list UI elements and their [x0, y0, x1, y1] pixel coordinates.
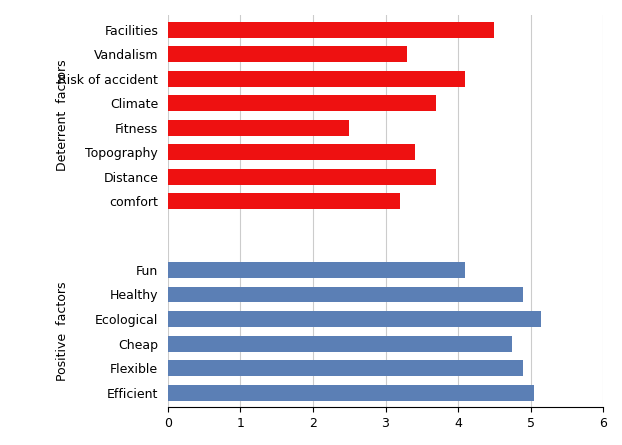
Bar: [168, 311, 541, 327]
Bar: [168, 46, 407, 62]
Bar: [168, 169, 436, 185]
Bar: [168, 22, 494, 38]
Bar: [168, 71, 465, 87]
Bar: [168, 336, 513, 352]
Bar: [168, 194, 400, 209]
Bar: [168, 384, 534, 401]
Bar: [168, 287, 523, 303]
Bar: [168, 95, 436, 111]
Bar: [168, 360, 523, 376]
Text: Positive  factors: Positive factors: [56, 282, 69, 381]
Bar: [168, 262, 465, 278]
Bar: [168, 120, 349, 136]
Bar: [168, 144, 414, 160]
Text: Deterrent  factors: Deterrent factors: [56, 60, 69, 171]
